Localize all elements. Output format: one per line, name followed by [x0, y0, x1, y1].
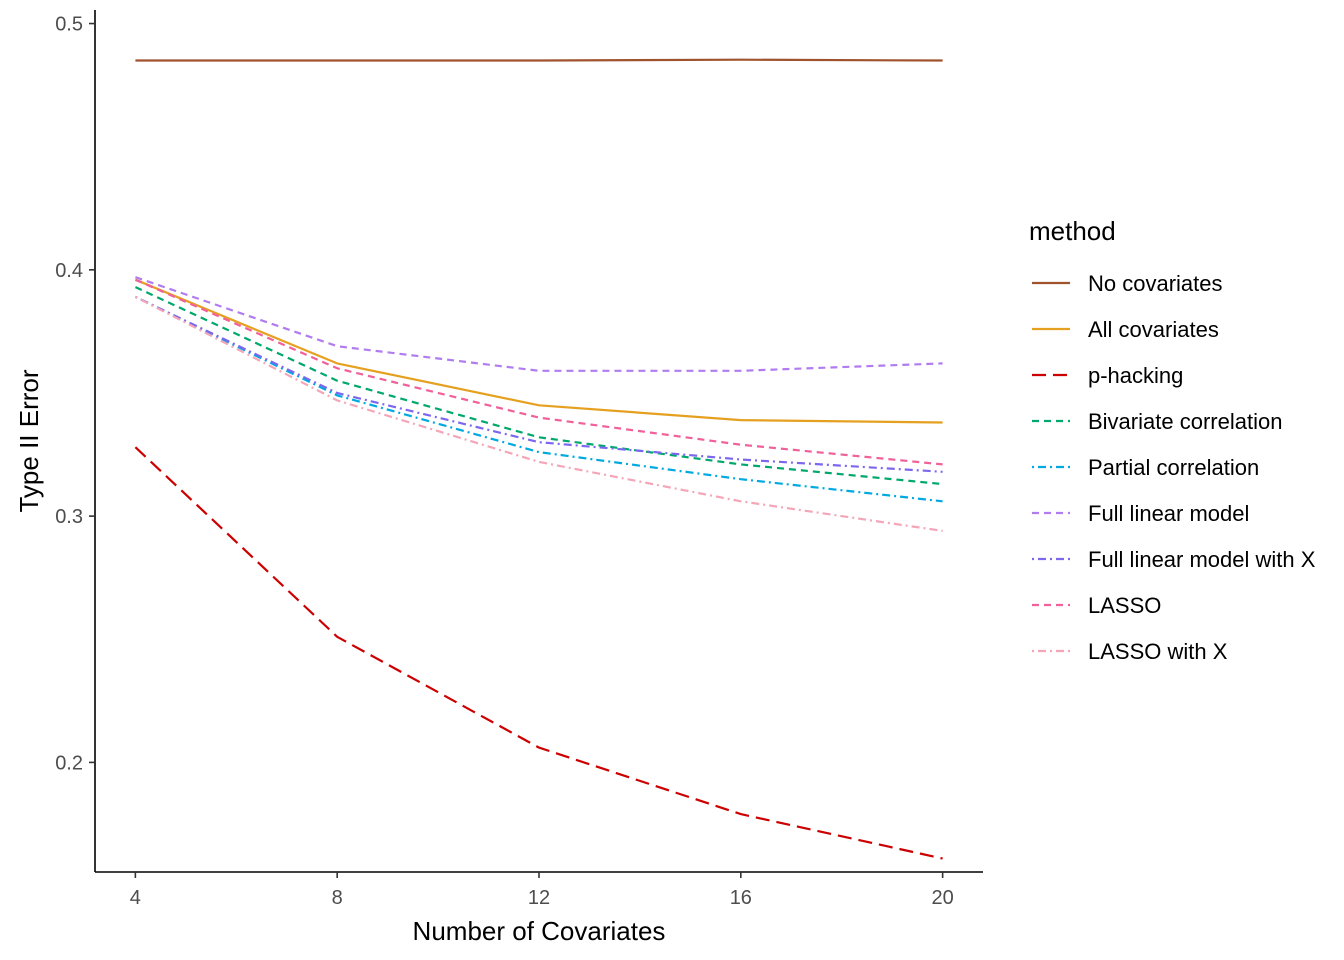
series-line-full-linear-model	[135, 276, 943, 372]
legend-label: p-hacking	[1088, 363, 1183, 388]
series-line-no-covariates	[135, 58, 943, 62]
y-axis-title: Type II Error	[14, 369, 44, 512]
legend-item: Partial correlation	[1032, 455, 1259, 480]
series-line-partial-correlation	[134, 295, 943, 503]
x-tick-label: 20	[932, 887, 954, 909]
legend-label: LASSO	[1088, 593, 1161, 618]
x-tick-label: 16	[730, 887, 752, 909]
y-tick-label: 0.3	[55, 506, 83, 528]
legend-item: Bivariate correlation	[1032, 409, 1282, 434]
legend-label: Full linear model with X	[1088, 547, 1316, 572]
legend-label: Partial correlation	[1088, 455, 1259, 480]
legend-title: method	[1029, 216, 1116, 246]
legend-item: Full linear model with X	[1032, 547, 1316, 572]
legend-item: No covariates	[1032, 271, 1223, 296]
y-tick-label: 0.5	[55, 14, 83, 36]
y-tick-label: 0.4	[55, 260, 83, 282]
legend-item: LASSO	[1032, 593, 1161, 618]
legend-label: No covariates	[1088, 271, 1223, 296]
series-line-all-covariates	[134, 278, 943, 424]
legend-item: p-hacking	[1032, 363, 1183, 388]
series-line-full-linear-model-with-x	[134, 295, 943, 473]
legend-label: Full linear model	[1088, 501, 1249, 526]
legend-label: All covariates	[1088, 317, 1219, 342]
legend-items: No covariates All covariates p-hacking Biva…	[1032, 271, 1316, 664]
x-axis-ticks: 4 8 12 16 20	[130, 872, 954, 909]
x-axis-title: Number of Covariates	[413, 916, 666, 946]
series-line-lasso-with-x	[134, 295, 943, 532]
x-tick-label: 12	[528, 887, 550, 909]
legend-label: Bivariate correlation	[1088, 409, 1282, 434]
series-line-p-hacking	[134, 446, 943, 860]
x-tick-label: 4	[130, 887, 141, 909]
series-line-lasso	[134, 278, 943, 466]
series-layer	[134, 58, 943, 860]
x-tick-label: 8	[332, 887, 343, 909]
y-axis-ticks: 0.2 0.3 0.4 0.5	[55, 14, 95, 774]
legend-item: LASSO with X	[1032, 639, 1228, 664]
legend-label: LASSO with X	[1088, 639, 1228, 664]
legend: method No covariates All covariates p-hack…	[1029, 216, 1316, 664]
legend-item: Full linear model	[1032, 501, 1249, 526]
legend-item: All covariates	[1032, 317, 1219, 342]
series-line-bivariate-correlation	[134, 286, 943, 486]
y-tick-label: 0.2	[55, 752, 83, 774]
